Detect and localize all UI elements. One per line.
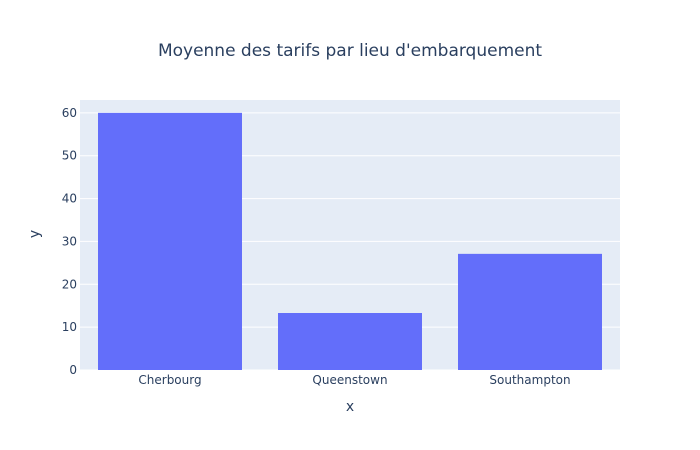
x-tick-label: Southampton: [489, 373, 570, 387]
y-tick-label: 30: [62, 234, 77, 248]
y-tick-label: 50: [62, 149, 77, 163]
x-tick-label: Queenstown: [312, 373, 387, 387]
x-axis-ticks: Cherbourg Queenstown Southampton: [138, 373, 570, 387]
y-tick-label: 10: [62, 320, 77, 334]
y-axis-title: y: [27, 230, 43, 238]
chart-title: Moyenne des tarifs par lieu d'embarqueme…: [158, 41, 542, 61]
y-tick-label: 60: [62, 106, 77, 120]
bars: [98, 112, 602, 370]
bar-southampton[interactable]: [458, 253, 602, 370]
y-axis-ticks: 0 10 20 30 40 50 60: [62, 106, 77, 377]
y-tick-label: 0: [69, 363, 77, 377]
x-axis-title: x: [346, 399, 354, 415]
x-tick-label: Cherbourg: [138, 373, 201, 387]
y-tick-label: 20: [62, 277, 77, 291]
y-tick-label: 40: [62, 192, 77, 206]
bar-queenstown[interactable]: [278, 313, 422, 370]
bar-cherbourg[interactable]: [98, 112, 242, 370]
